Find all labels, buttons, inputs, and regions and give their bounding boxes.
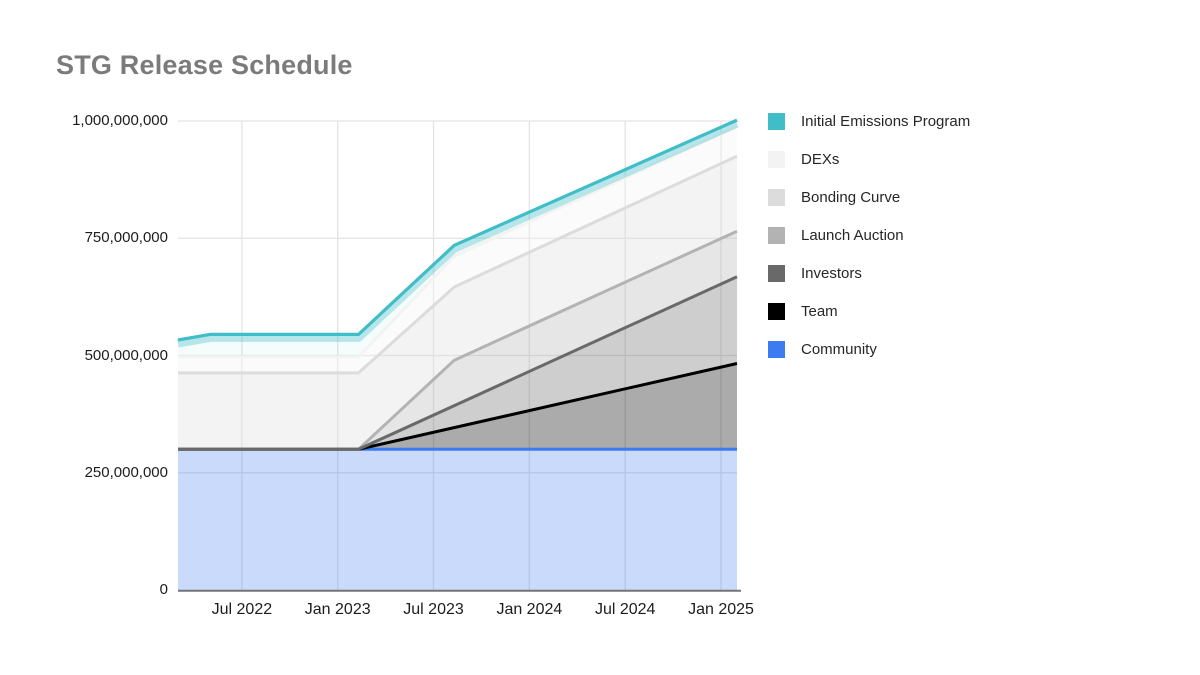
x-tick-label: Jan 2023 [304,601,371,618]
y-tick-label: 1,000,000,000 [72,112,168,129]
investors-line [178,275,738,451]
legend-swatch-investors [768,264,785,282]
bonding-curve-line [178,154,738,375]
legend-swatch-bonding-curve [768,188,785,206]
legend-item-launch-auction: Launch Auction [768,226,904,244]
x-tick-label: Jul 2022 [211,601,273,618]
x-tick-label: Jul 2023 [403,601,464,618]
legend-item-team: Team [768,302,838,320]
legend-item-investors: Investors [768,264,862,282]
initial-emissions-program-line [177,118,738,342]
chart-title: STG Release Schedule [56,50,353,80]
community-area [178,449,737,590]
investors-area [178,276,737,450]
initial-emissions-program-glow [177,119,739,348]
y-tick-label: 750,000,000 [84,229,168,247]
team-area [178,363,737,450]
y-tick-label: 250,000,000 [84,463,168,481]
legend-label: Bonding Curve [801,188,901,206]
y-tick-label: 0 [159,581,168,598]
legend-swatch-dexs [768,150,785,168]
legend-item-bonding-curve: Bonding Curve [768,188,900,206]
x-tick-label: Jan 2024 [496,601,563,618]
y-tick-label: 500,000,000 [84,346,168,364]
legend-label: Community [801,340,877,358]
x-tick-label: Jan 2025 [688,601,754,618]
legend-label: DEXs [801,150,840,168]
legend-label: Initial Emissions Program [801,112,971,130]
legend-item-community: Community [768,340,877,358]
legend-item-dexs: DEXs [768,150,839,168]
legend-item-initial-emissions-program: Initial Emissions Program [768,112,970,130]
legend-swatch-team [768,302,785,320]
legend-swatch-launch-auction [768,226,785,244]
dexs-line [178,125,738,359]
legend-swatch-community [768,340,785,358]
legend-swatch-initial-emissions-program [768,112,785,130]
legend-label: Investors [801,264,862,282]
legend-label: Team [801,302,838,320]
bonding-curve-area [178,156,737,450]
x-tick-label: Jul 2024 [594,601,656,618]
legend-label: Launch Auction [801,226,904,244]
